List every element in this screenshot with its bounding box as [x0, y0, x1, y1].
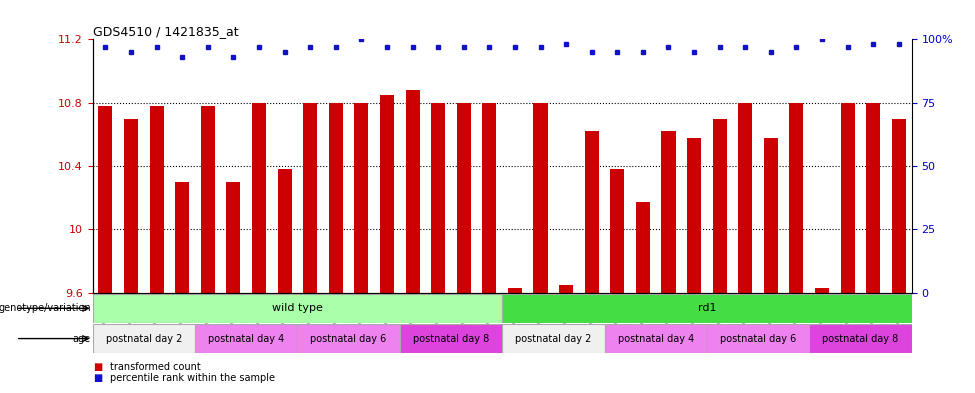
Text: postnatal day 6: postnatal day 6 [310, 334, 387, 343]
Bar [763, 138, 778, 293]
Bar [738, 103, 753, 293]
Text: postnatal day 4: postnatal day 4 [208, 334, 285, 343]
Bar [610, 169, 624, 293]
Text: postnatal day 2: postnatal day 2 [515, 334, 592, 343]
Bar [707, 324, 809, 353]
Text: rd1: rd1 [698, 303, 716, 313]
Text: GDS4510 / 1421835_at: GDS4510 / 1421835_at [93, 25, 238, 38]
Bar [431, 103, 446, 293]
Bar [585, 131, 599, 293]
Bar [866, 103, 880, 293]
Bar [98, 106, 112, 293]
Bar [533, 103, 548, 293]
Text: genotype/variation: genotype/variation [0, 303, 91, 313]
Bar [226, 182, 241, 293]
Text: postnatal day 8: postnatal day 8 [822, 334, 899, 343]
Text: postnatal day 2: postnatal day 2 [105, 334, 182, 343]
Bar [604, 324, 707, 353]
Bar [456, 103, 471, 293]
Bar [559, 285, 573, 293]
Text: postnatal day 8: postnatal day 8 [412, 334, 489, 343]
Bar [93, 294, 502, 323]
Text: percentile rank within the sample: percentile rank within the sample [110, 373, 275, 383]
Bar [297, 324, 400, 353]
Text: ■: ■ [93, 362, 101, 372]
Bar [252, 103, 266, 293]
Bar [329, 103, 343, 293]
Bar [502, 324, 604, 353]
Bar [508, 288, 522, 293]
Text: transformed count: transformed count [110, 362, 201, 372]
Text: wild type: wild type [272, 303, 323, 313]
Bar [636, 202, 650, 293]
Bar [380, 95, 394, 293]
Bar [195, 324, 297, 353]
Bar [406, 90, 419, 293]
Bar [713, 119, 726, 293]
Bar [790, 103, 803, 293]
Bar [840, 103, 855, 293]
Bar [809, 324, 912, 353]
Bar [502, 294, 912, 323]
Bar [815, 288, 829, 293]
Bar [278, 169, 292, 293]
Bar [892, 119, 906, 293]
Bar [149, 106, 164, 293]
Text: age: age [72, 334, 91, 343]
Bar [661, 131, 676, 293]
Bar [483, 103, 496, 293]
Text: ■: ■ [93, 373, 101, 383]
Bar [354, 103, 369, 293]
Bar [93, 324, 195, 353]
Bar [400, 324, 502, 353]
Text: postnatal day 4: postnatal day 4 [617, 334, 694, 343]
Bar [687, 138, 701, 293]
Text: postnatal day 6: postnatal day 6 [720, 334, 797, 343]
Bar [176, 182, 189, 293]
Bar [124, 119, 138, 293]
Bar [303, 103, 317, 293]
Bar [201, 106, 214, 293]
